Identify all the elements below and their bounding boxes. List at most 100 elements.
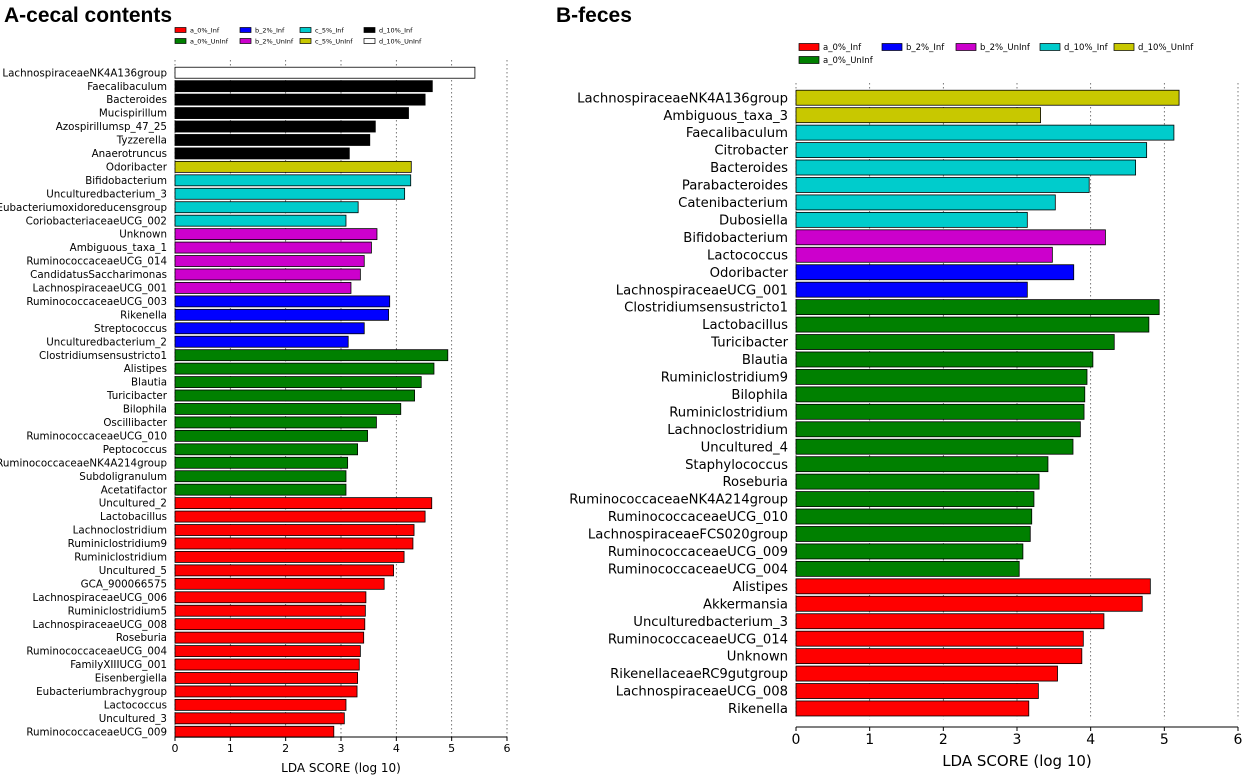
bar-a-unknown: [174, 228, 378, 241]
panel-a-chart: a_0%_Inf b_2%_Inf c_5%_Inf d_10%_Inf a_0%_Un…: [0, 26, 511, 755]
category-label-a-candidatussaccharimonas: CandidatusSaccharimonas: [30, 269, 167, 281]
legend-swatch-a-c-5-uninf: [299, 38, 312, 44]
category-label-b-lactococcus: Lactococcus: [707, 248, 788, 263]
category-label-a-streptococcus: Streptococcus: [94, 323, 167, 335]
bar-b-ruminococcaceaeucg-010: [795, 508, 1033, 525]
bar-b-rikenellaceaerc9gutgroup: [795, 665, 1058, 682]
bar-a-ruminiclostridium: [174, 551, 405, 563]
category-label-a-roseburia: Roseburia: [116, 632, 167, 644]
category-label-a-coriobacteriaceaeucg-002: CoriobacteriaceaeUCG_002: [26, 215, 167, 227]
bar-a-lachnospiraceaeucg-001: [174, 282, 352, 294]
legend-swatch-a-b-2-uninf: [239, 38, 252, 44]
category-label-b-citrobacter: Citrobacter: [714, 144, 788, 159]
category-label-a-ruminococcaceaeucg-014: RuminococcaceaeUCG_014: [26, 256, 167, 268]
legend-label-a-d-10-inf: d_10%_Inf: [379, 26, 413, 34]
category-label-a-ruminococcaceaeucg-003: RuminococcaceaeUCG_003: [26, 296, 167, 308]
bar-b-ambiguous-taxa-3: [795, 107, 1041, 124]
bar-a-coriobacteriaceaeucg-002: [174, 214, 347, 227]
bar-a-uncultured-3: [174, 712, 345, 725]
bar-a-unculturedbacterium-3: [174, 187, 406, 200]
bar-b-lachnospiraceaenk4a136group: [795, 89, 1180, 106]
category-label-b-alistipes: Alistipes: [733, 580, 789, 595]
category-label-b-ruminococcaceaeucg-004: RuminococcaceaeUCG_004: [608, 562, 788, 577]
category-label-b-dubosiella: Dubosiella: [719, 213, 788, 228]
category-label-b-bilophila: Bilophila: [731, 388, 788, 403]
bar-a-azospirillumsp-47-25: [174, 120, 376, 133]
category-label-b-turicibacter: Turicibacter: [710, 336, 788, 351]
bar-b-lachnospiraceaeucg-008: [795, 683, 1039, 699]
bar-b-lachnoclostridium: [795, 421, 1081, 438]
x-tick-label-b-4: 4: [1086, 732, 1095, 748]
bar-b-staphylococcus: [795, 456, 1049, 473]
category-label-a-ruminiclostridium5: Ruminiclostridium5: [68, 605, 167, 617]
legend-label-b-d-10-uninf: d_10%_UnInf: [1138, 43, 1194, 53]
category-label-b-ambiguous-taxa-3: Ambiguous_taxa_3: [663, 109, 788, 124]
category-label-a-ruminiclostridium: Ruminiclostridium: [74, 552, 167, 564]
category-label-b-rikenellaceaerc9gutgroup: RikenellaceaeRC9gutgroup: [610, 667, 788, 682]
legend-swatch-a-c-5-inf: [299, 27, 312, 33]
bar-b-unculturedbacterium-3: [795, 613, 1105, 630]
bar-a-subdoligranulum: [174, 470, 347, 483]
category-label-a-ruminococcaceaeucg-004: RuminococcaceaeUCG_004: [26, 646, 167, 658]
category-label-a-uncultured-2: Uncultured_2: [99, 498, 167, 510]
bar-a-blautia: [174, 376, 422, 388]
x-tick-label-a-1: 1: [227, 742, 234, 755]
category-label-a-bifidobacterium: Bifidobacterium: [85, 175, 167, 187]
bar-b-alistipes: [795, 578, 1151, 595]
x-tick-label-b-0: 0: [792, 732, 801, 748]
legend-label-a-b-2-uninf: b_2%_UnInf: [255, 37, 294, 45]
legend-swatch-a-b-2-inf: [239, 27, 252, 33]
category-label-b-uncultured-4: Uncultured_4: [701, 440, 788, 455]
bar-a-uncultured-2: [174, 497, 433, 510]
panel-b-title: B-feces: [556, 4, 632, 27]
category-label-a-lachnospiraceaeucg-006: LachnospiraceaeUCG_006: [32, 592, 167, 604]
legend-swatch-a-a-0-uninf: [174, 38, 187, 44]
bar-b-ruminococcaceaeucg-004: [795, 560, 1020, 577]
bar-b-lachnospiraceaefcs020group: [795, 526, 1031, 542]
bar-a-candidatussaccharimonas: [174, 268, 361, 281]
panel-a-x-axis-label: LDA SCORE (log 10): [281, 761, 401, 775]
bar-a-ruminococcaceaeucg-003: [174, 295, 391, 308]
category-label-a-turicibacter: Turicibacter: [106, 390, 168, 402]
x-tick-label-a-2: 2: [282, 742, 289, 755]
legend-swatch-b-d-10-inf: [1039, 43, 1061, 51]
category-label-a-unculturedbacterium-3: Unculturedbacterium_3: [46, 188, 167, 200]
category-label-b-bifidobacterium: Bifidobacterium: [683, 231, 788, 246]
legend-label-b-b-2-uninf: b_2%_UnInf: [980, 43, 1031, 53]
x-tick-label-a-4: 4: [393, 742, 400, 755]
category-label-a-unculturedbacterium-2: Unculturedbacterium_2: [46, 336, 167, 348]
bar-b-roseburia: [795, 473, 1040, 490]
legend-label-b-d-10-inf: d_10%_Inf: [1064, 43, 1109, 53]
category-label-b-ruminococcaceaeucg-014: RuminococcaceaeUCG_014: [608, 632, 788, 647]
bar-b-ruminococcaceaeucg-014: [795, 630, 1084, 647]
legend-label-b-b-2-inf: b_2%_Inf: [906, 43, 945, 53]
category-label-a-anaerotruncus: Anaerotruncus: [92, 148, 167, 160]
bar-a-lactococcus: [174, 698, 347, 711]
bar-b-catenibacterium: [795, 194, 1056, 211]
category-label-a-faecalibaculum: Faecalibaculum: [87, 81, 167, 93]
bar-b-lactococcus: [795, 246, 1053, 263]
legend-label-a-b-2-inf: b_2%_Inf: [255, 26, 285, 34]
legend-label-a-c-5-inf: c_5%_Inf: [315, 26, 344, 34]
category-label-b-blautia: Blautia: [742, 353, 788, 368]
bar-b-citrobacter: [795, 142, 1148, 158]
legend-label-b-a-0-inf: a_0%_Inf: [823, 43, 862, 53]
x-tick-label-a-5: 5: [448, 742, 455, 755]
bar-a-bacteroides: [174, 93, 426, 106]
category-label-a-lactobacillus: Lactobacillus: [100, 511, 167, 523]
legend-label-a-a-0-inf: a_0%_Inf: [190, 26, 220, 34]
category-label-b-ruminococcaceaeucg-010: RuminococcaceaeUCG_010: [608, 510, 788, 525]
legend-swatch-b-a-0-inf: [798, 43, 820, 51]
category-label-a-lactococcus: Lactococcus: [104, 699, 167, 711]
category-label-b-ruminiclostridium: Ruminiclostridium: [669, 405, 788, 420]
category-label-a-clostridiumsensustricto1: Clostridiumsensustricto1: [39, 350, 167, 362]
category-label-a-bilophila: Bilophila: [123, 404, 167, 416]
bar-a-gca-900066575: [174, 577, 385, 590]
bar-a-ruminococcaceaenk4a214group: [174, 456, 349, 469]
bar-b-dubosiella: [795, 211, 1028, 228]
legend-swatch-b-a-0-uninf: [798, 56, 820, 64]
category-label-a-uncultured-5: Uncultured_5: [99, 565, 167, 577]
bar-b-ruminococcaceaeucg-009: [795, 543, 1024, 560]
category-label-b-catenibacterium: Catenibacterium: [678, 196, 788, 211]
